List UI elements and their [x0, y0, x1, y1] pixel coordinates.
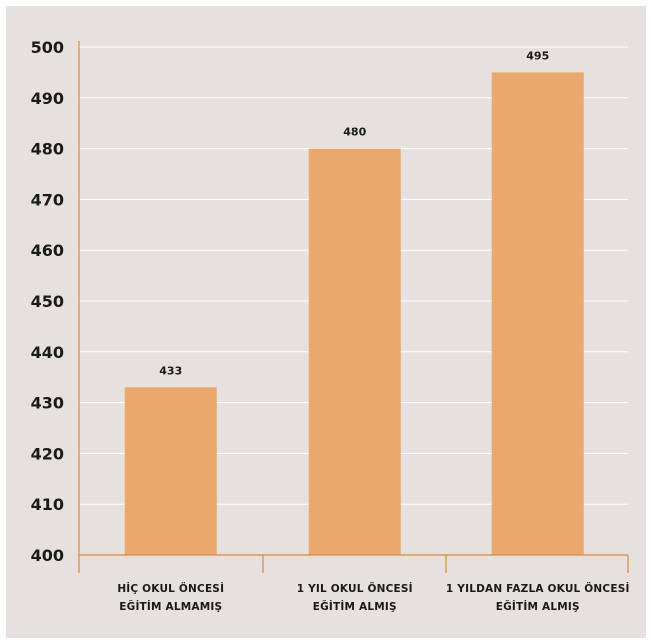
- bar: [308, 148, 401, 555]
- y-tick-label: 400: [31, 546, 64, 565]
- x-tick-label: HİÇ OKUL ÖNCESİ: [117, 581, 224, 595]
- y-tick-label: 430: [31, 394, 64, 413]
- y-tick-label: 420: [31, 444, 64, 463]
- y-tick-label: 450: [31, 292, 64, 311]
- bar-chart: 400 410 420 430 440 450 460 470 480 490 500 433 HİÇ …: [31, 38, 630, 613]
- y-tick-label: 470: [31, 190, 64, 209]
- x-tick-label: EĞİTİM ALMAMIŞ: [119, 599, 222, 613]
- x-tick-label: 1 YILDAN FAZLA OKUL ÖNCESİ: [446, 581, 630, 595]
- x-tick-label: 1 YIL OKUL ÖNCESİ: [297, 581, 413, 595]
- labels: 400 410 420 430 440 450 460 470 480 490 500 433 HİÇ …: [31, 38, 630, 613]
- data-label: 495: [526, 49, 549, 62]
- y-tick-label: 460: [31, 241, 64, 260]
- bar: [491, 72, 584, 556]
- axes: [78, 41, 629, 573]
- y-tick-label: 480: [31, 140, 64, 159]
- y-tick-label: 490: [31, 89, 64, 108]
- x-tick-label: EĞİTİM ALMIŞ: [313, 599, 397, 613]
- chart-panel: 400 410 420 430 440 450 460 470 480 490 500 433 HİÇ …: [6, 6, 646, 638]
- y-tick-label: 410: [31, 495, 64, 514]
- y-tick-label: 500: [31, 38, 64, 57]
- bars: [124, 72, 584, 556]
- data-label: 433: [159, 364, 182, 377]
- data-label: 480: [343, 126, 366, 139]
- x-tick-label: EĞİTİM ALMIŞ: [496, 599, 580, 613]
- y-tick-label: 440: [31, 343, 64, 362]
- bar: [124, 387, 217, 555]
